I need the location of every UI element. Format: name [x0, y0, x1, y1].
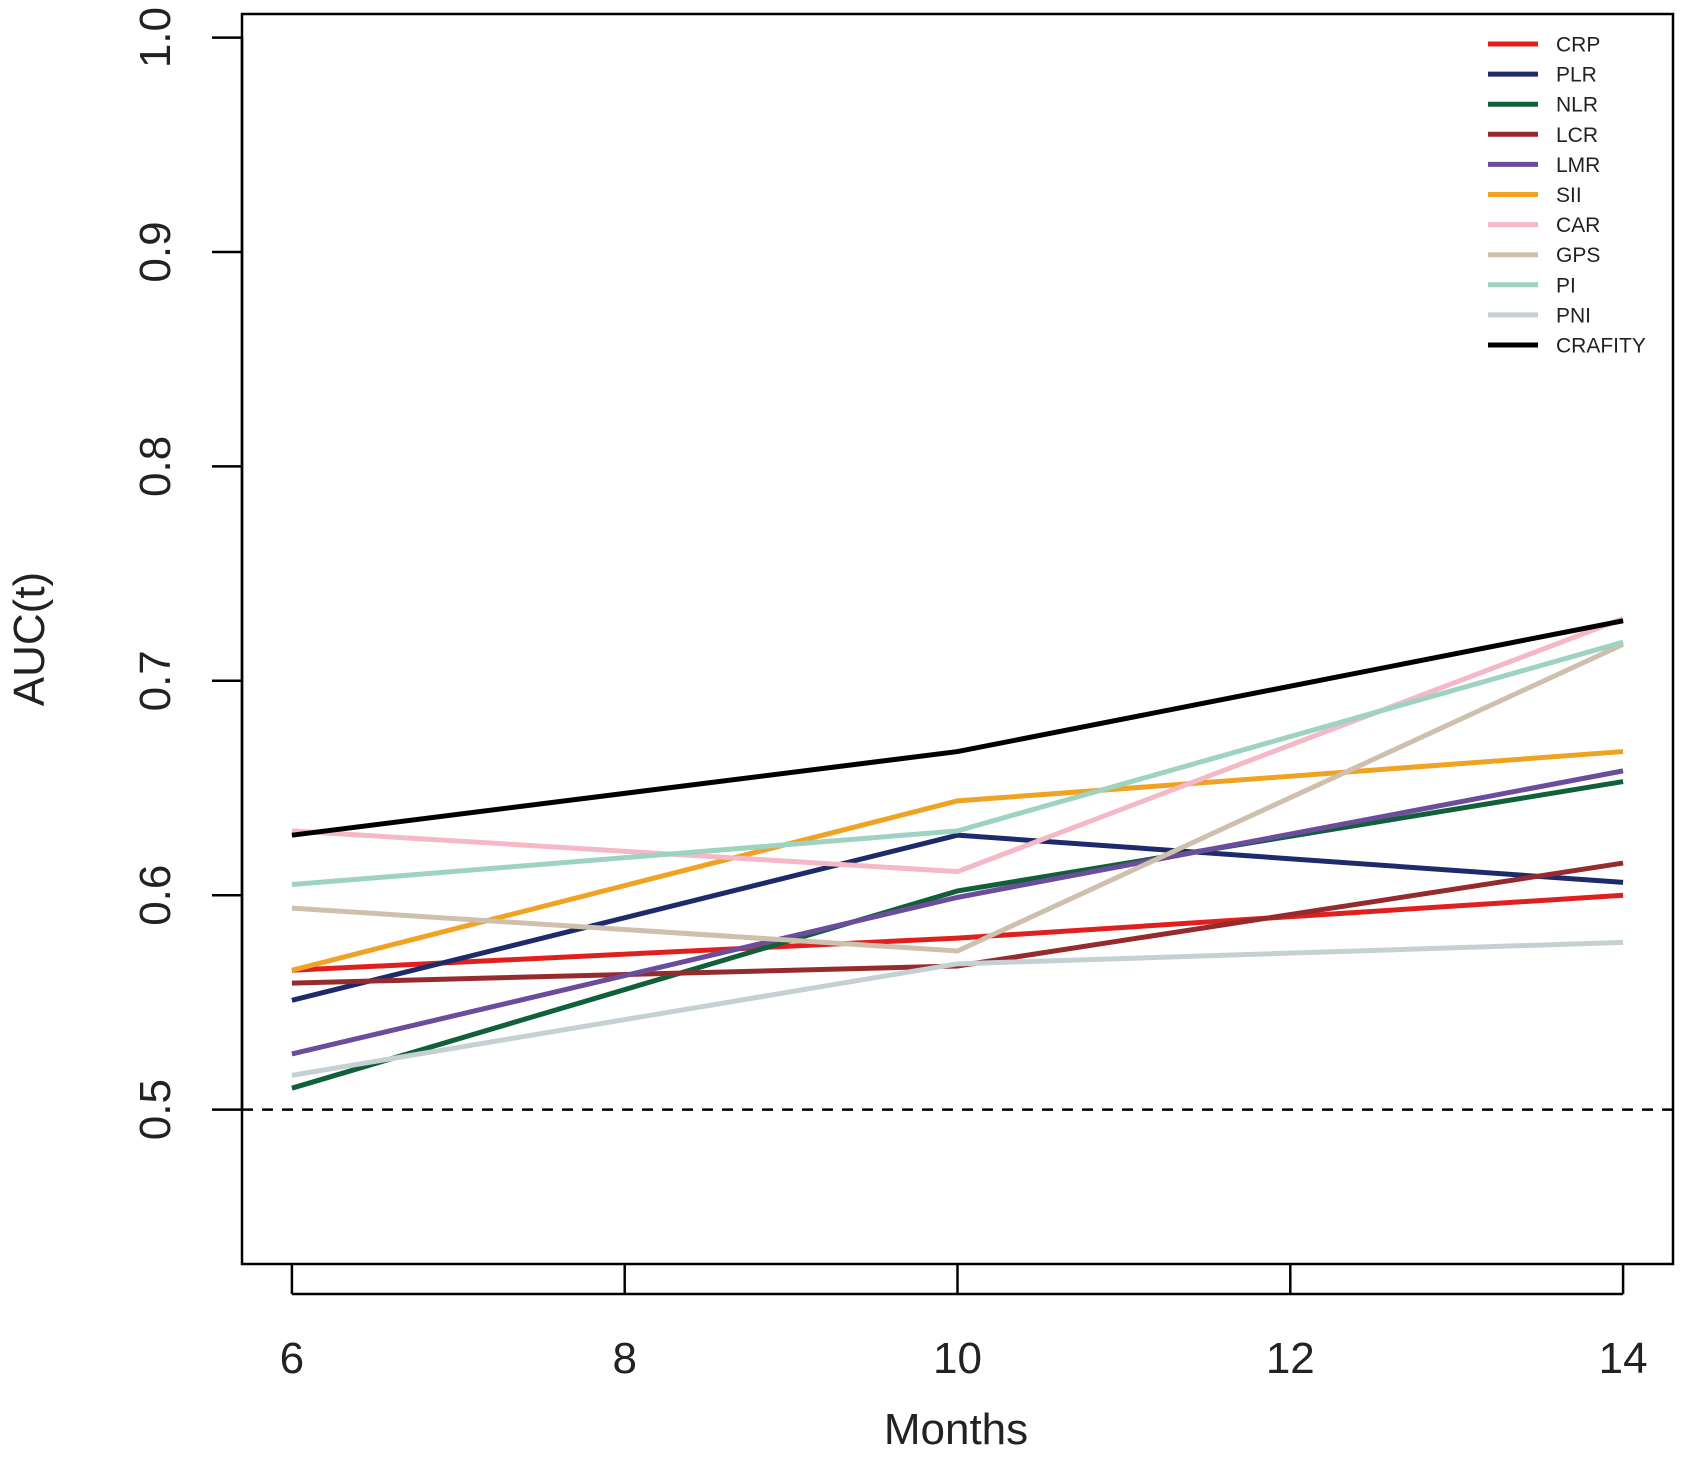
- legend-label-nlr: NLR: [1556, 94, 1598, 117]
- legend-label-pni: PNI: [1556, 304, 1591, 327]
- legend-label-crp: CRP: [1556, 34, 1600, 57]
- legend-label-car: CAR: [1556, 214, 1600, 237]
- series-line-crp: [291, 892, 1624, 973]
- y-axis-title: AUC(t): [5, 572, 54, 706]
- series-line-lmr: [291, 768, 1624, 1057]
- legend-label-plr: PLR: [1556, 64, 1597, 87]
- y-tick-label: 1.0: [131, 7, 180, 68]
- legend-label-sii: SII: [1556, 184, 1582, 207]
- y-tick-label: 0.7: [131, 650, 180, 711]
- y-axis: 0.5 0.6 0.7 0.8 0.9 1.0: [131, 7, 244, 1140]
- y-tick-label: 0.5: [131, 1079, 180, 1140]
- series-line-pi: [291, 639, 1624, 887]
- x-tick-label: 14: [1599, 1334, 1648, 1383]
- series-line-crafity: [291, 618, 1624, 838]
- legend: CRP PLR NLR LCR LMR SII CAR GPS PI PNI CRAFITY: [1488, 34, 1646, 358]
- legend-label-lmr: LMR: [1556, 154, 1600, 177]
- x-tick-label: 8: [612, 1334, 636, 1383]
- plot-frame: [240, 12, 1675, 1266]
- legend-label-pi: PI: [1556, 274, 1576, 297]
- x-axis: 6 8 10 12 14: [280, 1264, 1648, 1383]
- x-tick-label: 6: [280, 1334, 304, 1383]
- series-line-nlr: [291, 779, 1624, 1091]
- series-line-gps: [291, 642, 1625, 954]
- x-tick-label: 10: [933, 1334, 982, 1383]
- y-tick-label: 0.8: [131, 436, 180, 497]
- legend-label-lcr: LCR: [1556, 124, 1598, 147]
- x-axis-title: Months: [884, 1405, 1028, 1454]
- legend-label-gps: GPS: [1556, 244, 1600, 267]
- series-line-plr: [291, 832, 1624, 1003]
- series-line-sii: [291, 749, 1624, 973]
- x-tick-label: 12: [1266, 1334, 1315, 1383]
- series-line-pni: [291, 939, 1624, 1078]
- y-tick-label: 0.6: [131, 865, 180, 926]
- legend-label-crafity: CRAFITY: [1556, 335, 1646, 358]
- y-tick-label: 0.9: [131, 221, 180, 282]
- series-layer: [291, 616, 1625, 1091]
